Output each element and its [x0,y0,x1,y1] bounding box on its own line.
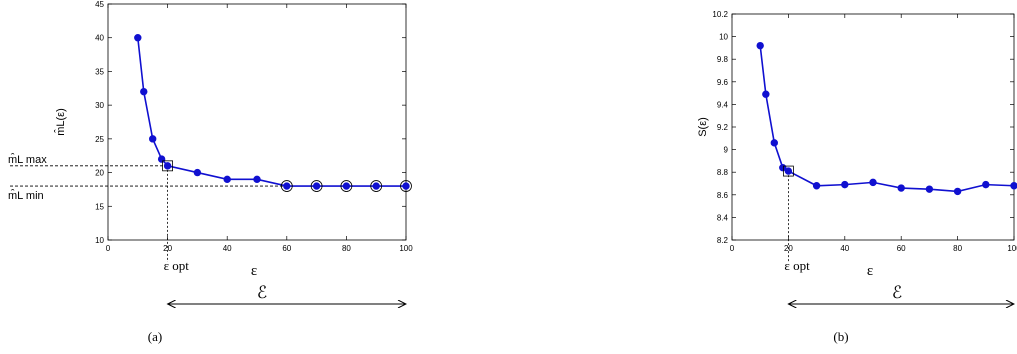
chart-caption: (a) [148,329,162,344]
data-point [925,185,934,193]
data-point [372,182,380,190]
data-point [283,182,291,190]
data-point [157,155,166,163]
data-point [1010,182,1017,190]
data-point [756,41,764,50]
data-point [134,34,142,42]
y-tick-label: 45 [95,0,104,9]
x-tick-label: 80 [342,244,351,253]
y-tick-label: 9.8 [717,55,729,64]
y-tick-label: 35 [95,67,104,76]
range-label: ℰ [257,283,267,302]
data-point [869,178,877,187]
axes-box [107,3,407,241]
y-tick-label: 9 [724,146,729,155]
range-label: ℰ [892,283,902,302]
data-point [193,168,202,177]
y-tick-label: 10 [95,236,104,245]
data-point [163,162,172,170]
chart-b: 0204060801008.28.48.68.899.29.49.69.8101… [697,10,1017,344]
data-point [982,180,990,189]
data-point [812,182,821,190]
axes-box [731,13,1015,241]
x-tick-label: 100 [399,244,413,253]
data-point [402,182,410,190]
y-tick-label: 9.2 [717,123,729,132]
x-tick-label: 60 [282,244,291,253]
x-tick-label: 100 [1007,244,1017,253]
y-tick-label: 15 [95,202,104,211]
min-marker-ring [340,180,353,192]
series-line [759,45,1015,193]
chart-a: 0 20 40 60 80 100 10 15 20 25 30 35 40 45 ε m̂L(ε) (a) ε … [8,0,413,344]
y-axis-label: S(ε) [697,117,709,137]
y-tick-label: 9.4 [717,100,729,109]
m-min-label: m̂L min [8,188,44,202]
y-tick-label: 8.6 [717,191,729,200]
x-tick-label: 20 [163,244,172,253]
x-tick-label: 40 [840,244,849,253]
data-point [897,184,905,192]
eps-opt-label: ε opt [164,258,190,273]
data-point [953,187,962,196]
eps-opt-label: ε opt [784,258,810,273]
y-tick-label: 30 [95,101,104,110]
min-marker-ring [370,180,383,192]
chart-caption: (b) [833,329,848,344]
min-marker-ring [400,180,412,192]
data-point [140,87,148,96]
min-marker-ring [280,180,293,192]
x-tick-label: 80 [953,244,962,253]
y-tick-label: 10.2 [712,10,728,19]
series-line [137,37,406,187]
x-tick-label: 60 [897,244,906,253]
y-tick-label: 9.6 [717,78,729,87]
opt-marker-square [783,165,794,177]
x-tick-label: 40 [223,244,232,253]
y-tick-label: 40 [95,34,104,43]
data-point [253,175,261,184]
data-point [149,135,157,143]
y-tick-label: 8.8 [717,168,729,177]
y-tick-label: 20 [95,169,104,178]
opt-marker-square [162,160,174,172]
y-tick-label: 8.2 [717,236,729,245]
y-tick-label: 8.4 [717,213,729,222]
data-point [342,182,351,190]
data-point [784,167,793,175]
data-point [312,182,321,190]
data-point [841,180,849,189]
data-point [762,90,770,98]
x-tick-label: 0 [106,244,111,253]
y-tick-label: 10 [719,33,728,42]
data-point [223,175,231,184]
y-axis-label: m̂L(ε) [53,108,67,136]
data-point [770,139,778,147]
min-marker-ring [310,180,323,192]
x-tick-label: 0 [730,244,735,253]
y-tick-label: 25 [95,135,104,144]
m-max-label: m̂L max [8,152,47,166]
x-axis-label: ε [251,263,257,279]
x-axis-label: ε [867,263,873,279]
